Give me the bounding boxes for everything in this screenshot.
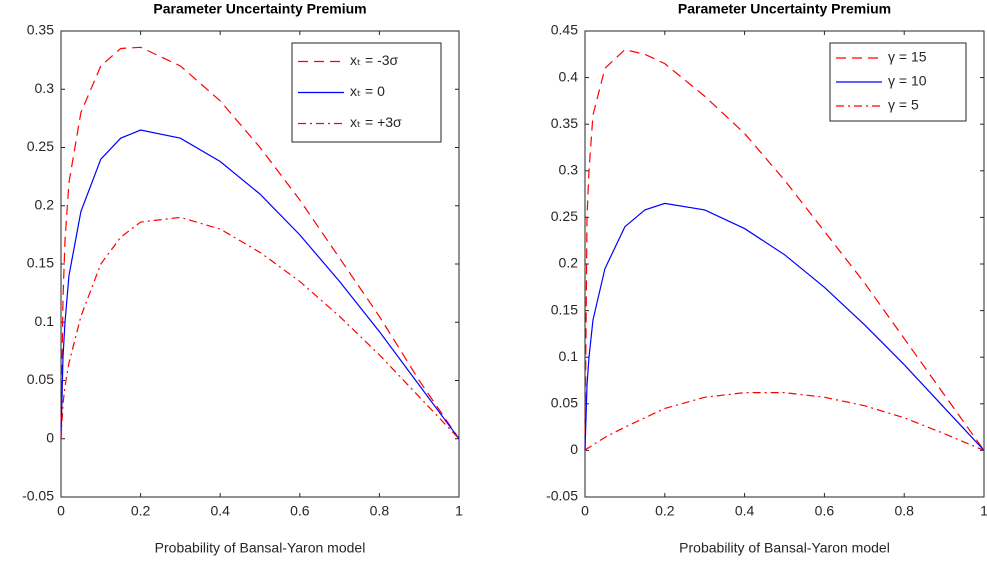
x-tick-label: 0.4 (735, 503, 755, 519)
x-tick-label: 0 (57, 503, 65, 519)
x-axis-label: Probability of Bansal-Yaron model (155, 540, 366, 556)
y-tick-label: 0.15 (27, 255, 54, 271)
y-tick-label: 0.45 (551, 22, 578, 38)
y-tick-label: 0.35 (27, 22, 54, 38)
legend-label: xₜ = +3σ (350, 114, 402, 130)
series-line (60, 129, 460, 440)
legend-label: γ = 10 (888, 73, 927, 89)
y-tick-label: 0.25 (551, 208, 578, 224)
x-tick-label: 0.8 (370, 503, 390, 519)
series-line (60, 46, 460, 440)
y-tick-label: 0.05 (27, 371, 54, 387)
subplot: Parameter Uncertainty Premium Probability… (22, 1, 463, 556)
x-tick-label: 1 (455, 503, 463, 519)
y-tick-label: 0.1 (35, 313, 55, 329)
legend-label: γ = 5 (888, 97, 919, 113)
legend: xₜ = -3σ xₜ = 0 xₜ = +3σ (291, 42, 442, 143)
y-tick-label: 0 (570, 441, 578, 457)
y-tick-label: 0.1 (559, 348, 579, 364)
x-tick-label: 1 (980, 503, 987, 519)
y-tick-label: 0.15 (551, 301, 578, 317)
chart-title: Parameter Uncertainty Premium (153, 1, 366, 17)
subplot: Parameter Uncertainty Premium Probability… (546, 1, 987, 556)
y-tick-label: 0.3 (35, 80, 55, 96)
x-tick-label: 0.6 (815, 503, 835, 519)
legend-label: γ = 15 (888, 49, 927, 65)
x-tick-label: 0.2 (131, 503, 151, 519)
x-axis-label: Probability of Bansal-Yaron model (679, 540, 890, 556)
series-line (60, 216, 460, 440)
legend: γ = 15 γ = 10 γ = 5 (829, 42, 967, 122)
y-tick-label: 0.4 (559, 68, 579, 84)
series-line (584, 392, 985, 451)
series-line (584, 48, 985, 451)
y-tick-label: -0.05 (546, 488, 578, 504)
x-tick-label: 0.6 (290, 503, 310, 519)
chart-title: Parameter Uncertainty Premium (678, 1, 891, 17)
y-tick-label: 0.25 (27, 138, 54, 154)
y-tick-label: 0 (46, 429, 54, 445)
y-tick-label: -0.05 (22, 488, 54, 504)
y-tick-label: 0.2 (35, 196, 55, 212)
x-tick-label: 0.2 (655, 503, 675, 519)
y-tick-label: 0.35 (551, 115, 578, 131)
y-tick-label: 0.3 (559, 162, 579, 178)
series-line (584, 202, 985, 451)
x-tick-label: 0 (581, 503, 589, 519)
x-tick-label: 0.8 (894, 503, 914, 519)
x-tick-label: 0.4 (210, 503, 230, 519)
y-tick-label: 0.2 (559, 255, 579, 271)
y-tick-label: 0.05 (551, 395, 578, 411)
legend-label: xₜ = 0 (350, 83, 385, 99)
legend-label: xₜ = -3σ (350, 52, 399, 68)
